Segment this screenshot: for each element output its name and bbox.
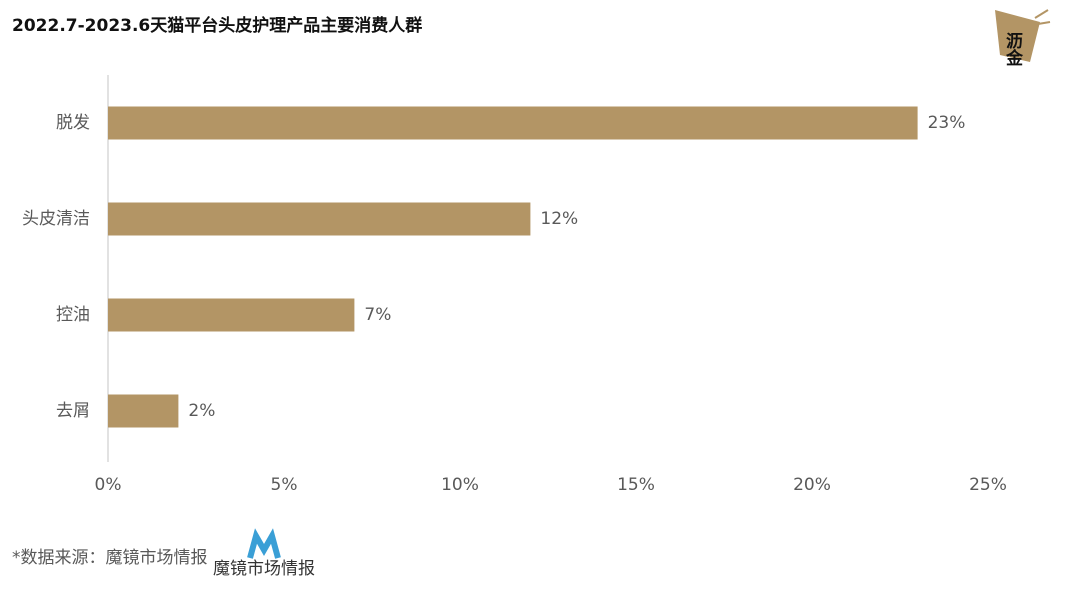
x-tick-label: 20% — [793, 475, 831, 495]
logo-shape — [995, 10, 1040, 62]
bar — [108, 298, 355, 332]
logo-m — [247, 528, 281, 559]
chart-title: 2022.7-2023.6天猫平台头皮护理产品主要消费人群 — [12, 15, 422, 36]
x-tick-label: 10% — [441, 475, 479, 495]
bar — [108, 106, 918, 140]
x-tick-label: 0% — [95, 475, 122, 495]
source-logo: 魔镜市场情报 — [213, 528, 315, 579]
x-tick-label: 5% — [271, 475, 298, 495]
value-label: 7% — [364, 305, 391, 325]
brand-logo: 沥金 — [995, 9, 1051, 66]
x-tick-label: 25% — [969, 475, 1007, 495]
value-label: 12% — [540, 209, 578, 229]
value-label: 23% — [928, 113, 966, 133]
source-note: *数据来源：魔镜市场情报 — [12, 548, 208, 568]
bar — [108, 394, 179, 428]
value-label: 2% — [188, 401, 215, 421]
bar — [108, 202, 531, 236]
logo-ray — [1037, 21, 1051, 25]
logo-ray — [1034, 9, 1049, 19]
y-tick-label: 脱发 — [56, 113, 90, 133]
logo-caption: 魔镜市场情报 — [213, 559, 315, 579]
logo-text: 沥金 — [1002, 32, 1024, 66]
y-tick-label: 头皮清洁 — [22, 209, 90, 229]
y-tick-label: 控油 — [56, 305, 90, 325]
y-tick-label: 去屑 — [56, 401, 90, 421]
x-tick-label: 15% — [617, 475, 655, 495]
